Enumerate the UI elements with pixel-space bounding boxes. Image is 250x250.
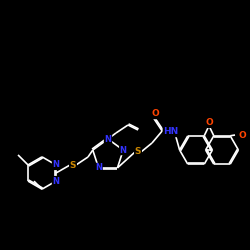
Text: N: N xyxy=(95,164,102,172)
Text: S: S xyxy=(70,160,76,170)
Text: O: O xyxy=(238,130,246,140)
Text: N: N xyxy=(104,134,112,143)
Text: N: N xyxy=(120,146,127,154)
Text: S: S xyxy=(135,148,141,156)
Text: HN: HN xyxy=(164,128,178,136)
Text: N: N xyxy=(52,176,60,186)
Text: N: N xyxy=(52,160,60,170)
Text: O: O xyxy=(151,110,159,118)
Text: O: O xyxy=(205,118,213,127)
